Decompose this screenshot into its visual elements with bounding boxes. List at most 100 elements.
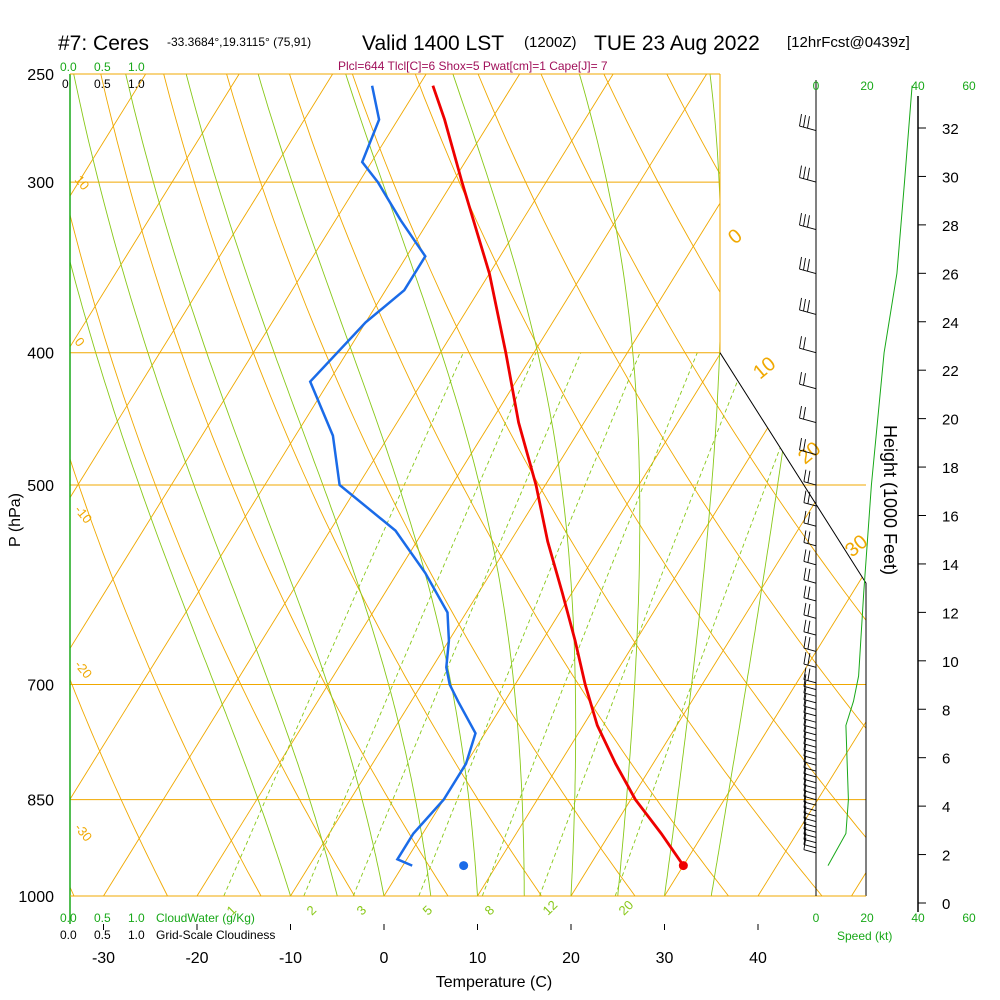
wind-barb-flag xyxy=(803,651,807,665)
zulu-time: (1200Z) xyxy=(524,34,577,51)
wind-barb-flag xyxy=(803,439,806,452)
isotherm-line xyxy=(70,74,240,896)
moist-adiabat-line xyxy=(345,74,525,896)
plot-frame xyxy=(69,73,867,924)
cloudwater-label: CloudWater (g/Kg) xyxy=(156,911,255,925)
wind-barb-flag xyxy=(799,336,802,349)
dry-adiabat-line xyxy=(100,74,449,896)
wind-barb-flag xyxy=(803,258,806,271)
wind-barb-flag xyxy=(803,784,807,797)
mixing-ratio-line xyxy=(223,352,464,896)
dry-adiabat-line xyxy=(289,74,729,896)
wind-barb-flag xyxy=(807,550,811,563)
height-tick-label: 6 xyxy=(942,751,950,768)
wind-barb-flag xyxy=(803,337,806,350)
wind-barb-flag xyxy=(803,795,807,808)
speed-axis-title: Speed (kt) xyxy=(837,929,892,943)
wind-barb xyxy=(803,614,817,619)
wind-barb-flag xyxy=(807,668,811,681)
pressure-tick-label: 1000 xyxy=(18,889,54,906)
moist-adiabat-line xyxy=(70,74,291,896)
wind-barb xyxy=(803,755,817,760)
pressure-tick-label: 700 xyxy=(27,678,54,695)
cloud-bottom-black-1: 0.5 xyxy=(94,928,111,942)
wind-barb xyxy=(803,699,817,704)
wind-barb-flag xyxy=(799,113,802,127)
surface-temperature-point xyxy=(678,861,688,871)
wind-barb xyxy=(803,801,817,806)
wind-barb xyxy=(799,449,817,456)
wind-barb-flag xyxy=(807,511,811,525)
wind-barb xyxy=(803,663,817,668)
pressure-tick-label: 850 xyxy=(27,793,54,810)
cloud-bottom-black-2: 1.0 xyxy=(128,928,145,942)
wind-barb xyxy=(803,685,817,691)
wind-barb xyxy=(803,767,817,772)
wind-barb-flag xyxy=(803,585,807,598)
cloud-bottom-label-2: 1.0 xyxy=(128,911,145,925)
wind-barb xyxy=(803,838,817,844)
wind-barb-flag xyxy=(803,115,806,128)
dry-adiabat-line xyxy=(981,74,1000,896)
wind-barb xyxy=(803,844,817,849)
speed-tick-label-bottom: 60 xyxy=(962,911,976,925)
wind-barb xyxy=(803,743,817,748)
wind-barb-flag xyxy=(807,603,811,617)
wind-barb xyxy=(803,542,817,547)
valid-date: TUE 23 Aug 2022 xyxy=(594,32,760,55)
wind-barb-flag xyxy=(807,491,811,504)
wind-barb xyxy=(803,631,817,636)
cloud-bottom-label-1: 0.5 xyxy=(94,911,111,925)
temp-tick-label: -20 xyxy=(185,950,208,967)
height-tick-label: 0 xyxy=(942,896,950,913)
wind-barb xyxy=(803,828,817,833)
wind-barb-flag xyxy=(807,259,810,272)
dry-adiabat-line xyxy=(226,74,636,896)
wind-barb-flag xyxy=(803,602,807,616)
moist-adiabat-line xyxy=(125,74,385,896)
station-title: #7: Ceres xyxy=(58,32,149,55)
dry-adiabat-line xyxy=(351,74,823,896)
wind-barb-flag xyxy=(803,674,807,687)
cloud-bottom-label-0: 0.0 xyxy=(60,911,77,925)
moist-adiabat-line xyxy=(578,74,641,896)
speed-tick-label-top: 0 xyxy=(813,79,820,93)
wind-barb-flag xyxy=(803,772,807,786)
wind-barb-flag xyxy=(807,531,811,544)
wind-barb xyxy=(803,502,817,507)
pressure-tick-label: 250 xyxy=(27,67,54,84)
height-tick-label: 28 xyxy=(942,218,959,235)
dry-adiabat-line xyxy=(855,74,866,896)
wind-barb xyxy=(803,823,817,828)
temp-tick-label: -30 xyxy=(92,950,115,967)
wind-barb-flag xyxy=(803,298,806,312)
wind-barb xyxy=(799,383,817,390)
wind-barb xyxy=(803,597,817,602)
wind-barb xyxy=(803,812,817,817)
cloud-scale-top: 0.0 0.5 1.0 0 0.5 1.0 xyxy=(60,60,145,91)
wind-barb-flag xyxy=(799,438,802,451)
dry-adiabat-label: 10 xyxy=(72,172,93,193)
wind-barb-flag xyxy=(807,637,811,650)
mixing-ratio-label: 5 xyxy=(420,902,436,918)
mixing-ratio-label: 8 xyxy=(482,902,498,918)
isotherm-label: 10 xyxy=(749,353,780,384)
wind-barb xyxy=(803,761,817,766)
valid-time: Valid 1400 LST xyxy=(362,32,504,55)
wind-barb-flag xyxy=(803,214,806,227)
wind-barb xyxy=(803,692,817,697)
temp-tick-label: 20 xyxy=(562,950,580,967)
wind-barb xyxy=(803,817,817,822)
wind-barb-flag xyxy=(799,212,802,226)
height-tick-label: 16 xyxy=(942,509,959,526)
wind-barb-flag xyxy=(803,530,807,543)
dry-adiabat-label: -20 xyxy=(72,657,96,681)
height-tick-label: 8 xyxy=(942,702,950,719)
wind-barb xyxy=(803,778,817,784)
wind-barb-flag xyxy=(807,653,811,666)
x-axis-title: Temperature (C) xyxy=(436,974,552,991)
temperature-profile xyxy=(431,85,685,867)
wind-barb-flag xyxy=(803,549,807,562)
cloud-bottom-black-0: 0.0 xyxy=(60,928,77,942)
height-axis-title: Height (1000 Feet) xyxy=(880,425,900,575)
